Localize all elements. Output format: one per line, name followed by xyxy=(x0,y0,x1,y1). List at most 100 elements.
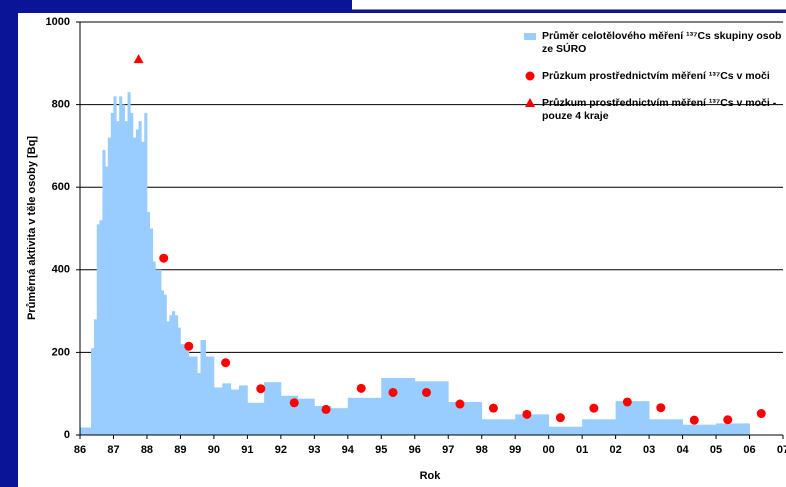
point xyxy=(221,358,231,368)
bar xyxy=(166,321,170,435)
bar xyxy=(138,121,142,436)
point xyxy=(321,404,331,414)
y-tick-label: 200 xyxy=(52,346,70,358)
bar xyxy=(132,137,137,435)
x-tick-label: 87 xyxy=(107,444,119,456)
x-tick-label: 97 xyxy=(442,444,454,456)
point xyxy=(589,403,599,413)
legend-shape xyxy=(525,98,535,107)
bar xyxy=(130,112,134,436)
bar xyxy=(127,92,131,436)
bar xyxy=(381,378,416,435)
bar xyxy=(91,348,95,435)
x-tick-label: 88 xyxy=(141,444,153,456)
bar xyxy=(124,121,128,436)
legend-label: Průzkum prostřednictvím měření ¹³⁷Cs v m… xyxy=(542,70,770,82)
x-tick-label: 07 xyxy=(777,444,786,456)
bar xyxy=(414,381,449,435)
x-tick-label: 01 xyxy=(576,444,588,456)
legend-symbol xyxy=(518,97,542,109)
legend-marker xyxy=(525,71,535,81)
bar xyxy=(582,419,617,435)
x-tick-label: 03 xyxy=(643,444,655,456)
point xyxy=(159,253,169,263)
bar xyxy=(155,269,159,435)
bar xyxy=(169,315,173,435)
bar xyxy=(481,419,516,435)
bar xyxy=(94,319,98,435)
legend-entry: Průzkum prostřednictvím měření ¹³⁷Cs v m… xyxy=(518,97,784,123)
legend-label: Průzkum prostřednictvím měření ¹³⁷Cs v m… xyxy=(542,97,777,122)
bar xyxy=(222,383,232,435)
bar xyxy=(615,401,650,435)
bar xyxy=(152,261,156,435)
bar xyxy=(144,112,148,436)
y-tick-label: 600 xyxy=(52,181,70,193)
x-tick-label: 05 xyxy=(710,444,722,456)
bar xyxy=(347,397,382,435)
point xyxy=(723,415,733,425)
bar xyxy=(331,408,349,435)
x-tick-label: 96 xyxy=(409,444,421,456)
point xyxy=(656,403,666,413)
legend-marker xyxy=(524,33,536,40)
bar xyxy=(119,96,123,435)
point xyxy=(356,383,366,393)
x-tick-label: 92 xyxy=(275,444,287,456)
bar xyxy=(716,423,750,435)
x-tick-label: 99 xyxy=(509,444,521,456)
legend-entry: Průměr celotělového měření ¹³⁷Cs skupiny… xyxy=(518,30,784,56)
bar xyxy=(107,137,112,435)
marks xyxy=(80,92,750,436)
bar xyxy=(116,121,120,436)
bar xyxy=(213,387,223,435)
legend: Průměr celotělového měření ¹³⁷Cs skupiny… xyxy=(518,30,784,137)
bar xyxy=(515,414,550,435)
bar xyxy=(188,356,198,435)
x-tick-label: 89 xyxy=(174,444,186,456)
point xyxy=(388,387,398,397)
y-tick-label: 0 xyxy=(64,429,70,441)
legend-shape xyxy=(525,71,535,81)
bar xyxy=(99,220,103,435)
bar xyxy=(297,398,315,435)
bar xyxy=(264,382,282,435)
x-tick-label: 04 xyxy=(676,444,689,456)
grid xyxy=(80,21,783,436)
bar xyxy=(113,96,117,435)
x-tick-label: 98 xyxy=(476,444,488,456)
bar xyxy=(239,385,248,435)
y-axis-title: Průměrná aktivita v těle osoby [Bq] xyxy=(26,136,38,320)
x-tick-label: 06 xyxy=(743,444,755,456)
x-tick-label: 94 xyxy=(342,444,355,456)
x-tick-label: 93 xyxy=(308,444,320,456)
bar xyxy=(105,166,109,436)
legend-entry: Průzkum prostřednictvím měření ¹³⁷Cs v m… xyxy=(518,70,784,83)
bar xyxy=(135,129,139,435)
point xyxy=(455,399,465,409)
bar xyxy=(121,104,125,435)
point xyxy=(256,384,266,394)
bar xyxy=(174,315,179,435)
bar xyxy=(548,426,583,435)
bar xyxy=(110,112,114,436)
point xyxy=(133,54,144,64)
bar xyxy=(197,373,201,435)
legend-label: Průměr celotělového měření ¹³⁷Cs skupiny… xyxy=(542,30,782,55)
bar xyxy=(141,141,145,435)
point xyxy=(184,341,194,351)
bar xyxy=(177,327,181,435)
point xyxy=(522,409,532,419)
bar xyxy=(172,311,176,435)
bar xyxy=(448,401,483,435)
point xyxy=(689,415,699,425)
point xyxy=(555,413,565,423)
y-tick-label: 400 xyxy=(52,264,70,276)
legend-symbol xyxy=(518,30,542,42)
bar xyxy=(102,150,106,435)
point xyxy=(289,398,299,408)
x-tick-label: 02 xyxy=(609,444,621,456)
point xyxy=(756,409,766,419)
x-tick-label: 00 xyxy=(543,444,555,456)
